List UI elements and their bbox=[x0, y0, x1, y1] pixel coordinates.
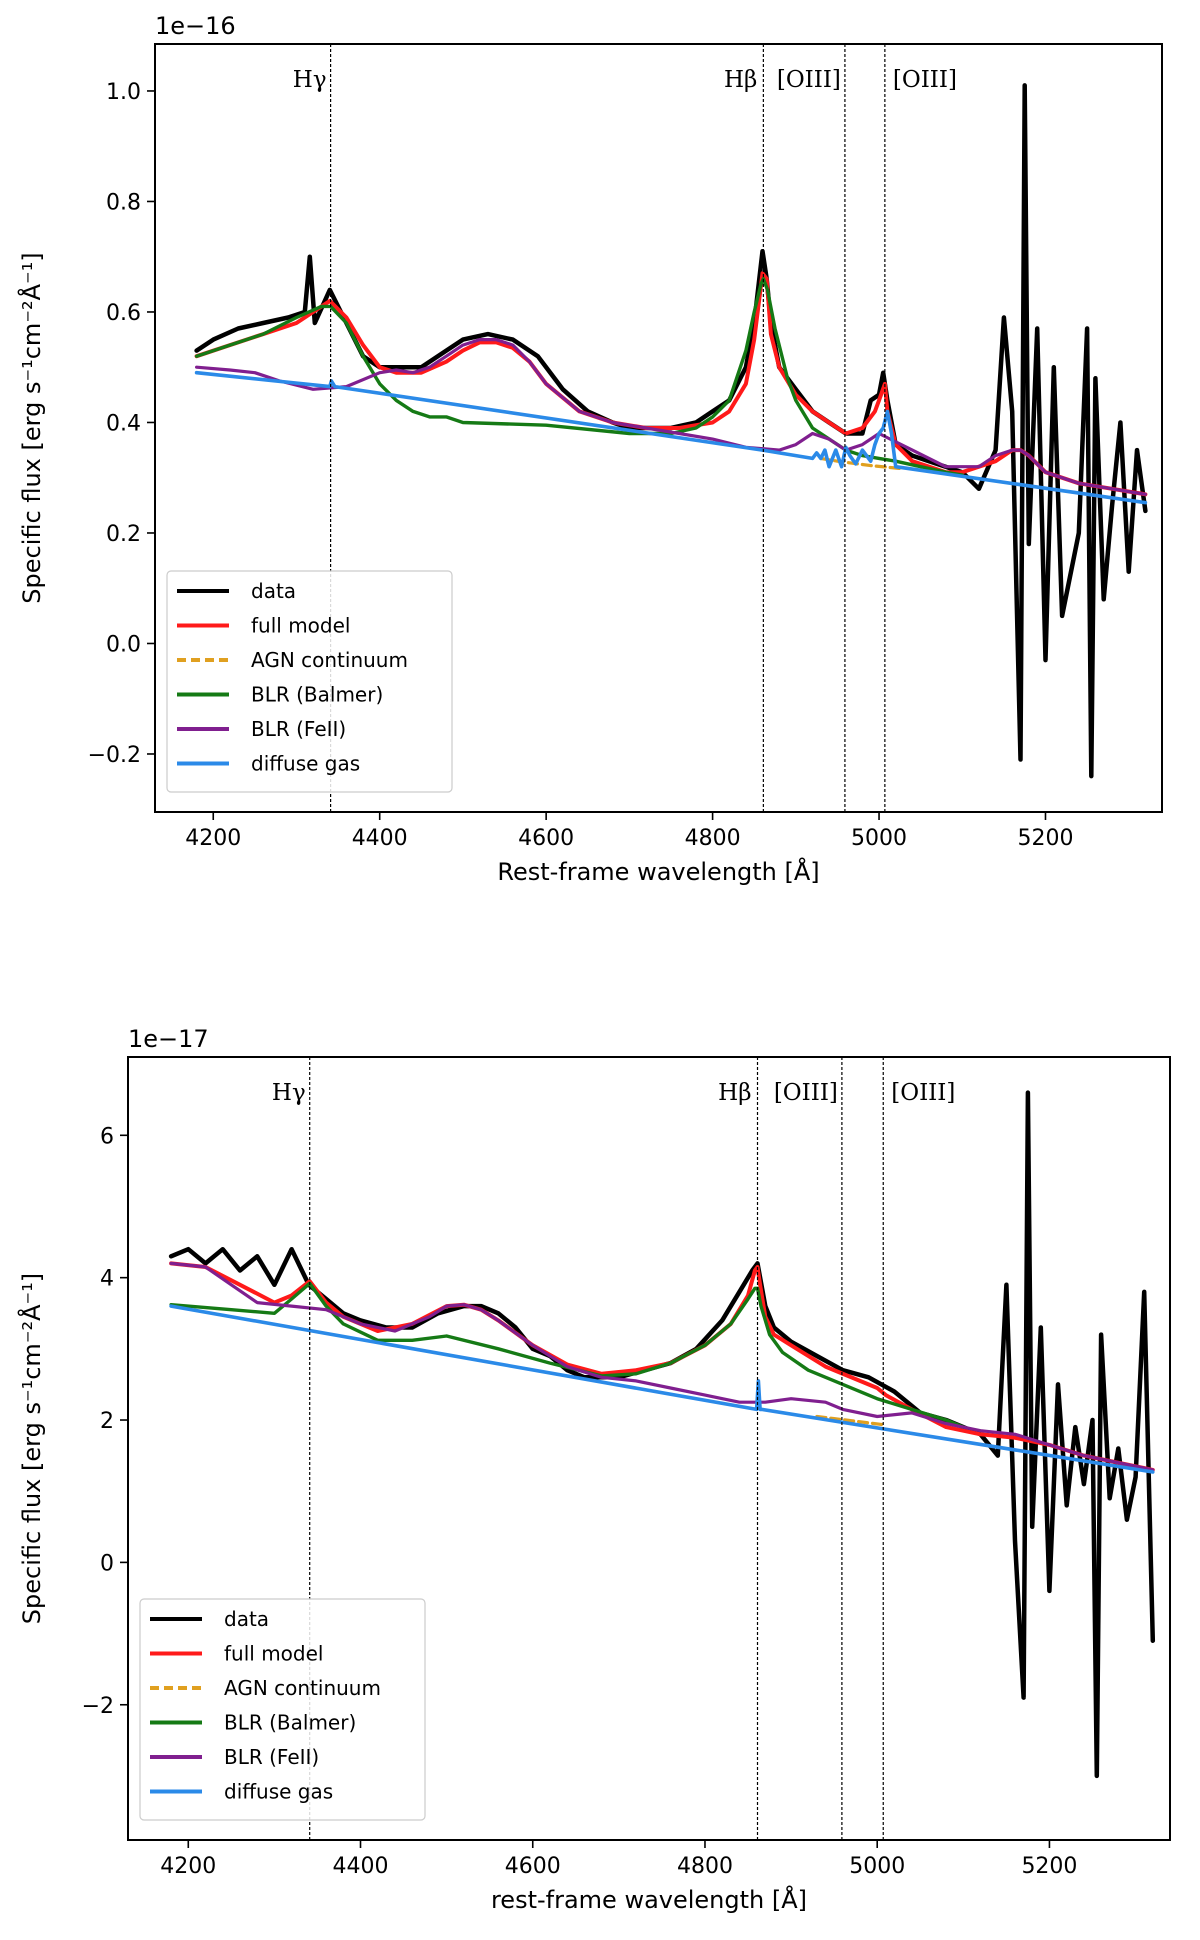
series-blr-feii- bbox=[195, 338, 1148, 496]
legend-label: data bbox=[224, 1607, 269, 1631]
legend-label: BLR (FeII) bbox=[224, 1745, 319, 1769]
legend-label: data bbox=[251, 579, 296, 603]
x-tick-label: 5000 bbox=[851, 826, 907, 851]
legend-label: full model bbox=[251, 614, 350, 638]
legend-label: diffuse gas bbox=[251, 752, 360, 776]
axis-offset-text: 1e−16 bbox=[155, 12, 236, 40]
emission-line-label: [OIII] bbox=[893, 67, 957, 93]
legend-label: BLR (Balmer) bbox=[224, 1711, 356, 1735]
emission-line-label: [OIII] bbox=[891, 1080, 955, 1106]
x-tick-label: 4200 bbox=[160, 1854, 216, 1879]
legend-box bbox=[166, 570, 453, 793]
legend-label: BLR (Balmer) bbox=[251, 683, 383, 707]
axis-offset-text: 1e−17 bbox=[128, 1025, 209, 1053]
emission-line-label: [OIII] bbox=[774, 1080, 838, 1106]
x-tick-label: 4200 bbox=[185, 826, 241, 851]
x-tick-label: 5200 bbox=[1017, 826, 1073, 851]
legend-label: diffuse gas bbox=[224, 1780, 333, 1804]
series-diffuse-gas bbox=[169, 1304, 1155, 1474]
x-tick-label: 4400 bbox=[333, 1854, 389, 1879]
y-tick-label: 0.0 bbox=[106, 632, 141, 657]
y-tick-label: 0 bbox=[100, 1551, 114, 1576]
series-agn-continuum bbox=[815, 1414, 888, 1427]
series-blr-balmer- bbox=[169, 1281, 965, 1429]
plot-frame bbox=[154, 43, 1163, 813]
legend: data full model AGN continuum BLR (Balmer) B… bbox=[139, 1598, 426, 1821]
legend-label: BLR (FeII) bbox=[251, 717, 346, 741]
y-tick-label: 0.8 bbox=[106, 190, 141, 215]
y-tick-label: 0.4 bbox=[106, 411, 141, 436]
series-group bbox=[194, 83, 1148, 779]
x-tick-label: 5200 bbox=[1021, 1854, 1077, 1879]
legend-label: AGN continuum bbox=[224, 1676, 381, 1700]
emission-line-label: Hβ bbox=[724, 67, 757, 93]
y-tick-label: 2 bbox=[100, 1409, 114, 1434]
x-tick-label: 5000 bbox=[849, 1854, 905, 1879]
x-tick-label: 4600 bbox=[518, 826, 574, 851]
legend-label: full model bbox=[224, 1642, 323, 1666]
y-tick-label: 0.2 bbox=[106, 522, 141, 547]
top-spectrum-panel: Hγ Hβ [OIII] [OIII] 4200 4400 4600 4800 5000 5200… bbox=[17, 12, 1163, 886]
x-tick-label: 4800 bbox=[677, 1854, 733, 1879]
bottom-spectrum-panel: Hγ Hβ [OIII] [OIII] 4200 4400 4600 4800 5000 5200… bbox=[17, 1025, 1171, 1914]
emission-line-label: Hγ bbox=[272, 1080, 306, 1106]
y-tick-label: 6 bbox=[100, 1124, 114, 1149]
x-axis-label: rest-frame wavelength [Å] bbox=[491, 1885, 807, 1914]
emission-line-label: Hγ bbox=[293, 67, 327, 93]
emission-line-label: [OIII] bbox=[777, 67, 841, 93]
y-tick-label: 1.0 bbox=[106, 80, 141, 105]
legend: data full model AGN continuum BLR (Balmer) B… bbox=[166, 570, 453, 793]
series-diffuse-gas bbox=[194, 370, 1148, 505]
y-tick-label: 0.6 bbox=[106, 301, 141, 326]
series-agn-continuum bbox=[819, 456, 906, 471]
y-tick-label: 4 bbox=[100, 1267, 114, 1292]
x-tick-label: 4800 bbox=[685, 826, 741, 851]
x-axis-label: Rest-frame wavelength [Å] bbox=[497, 857, 819, 886]
plot-frame bbox=[127, 1056, 1171, 1841]
legend-box bbox=[139, 1598, 426, 1821]
x-tick-label: 4600 bbox=[505, 1854, 561, 1879]
x-tick-label: 4400 bbox=[352, 826, 408, 851]
y-axis-label: Specific flux [erg s⁻¹cm⁻²Å⁻¹] bbox=[17, 252, 46, 603]
y-axis-label: Specific flux [erg s⁻¹cm⁻²Å⁻¹] bbox=[17, 1273, 46, 1624]
y-tick-label: −0.2 bbox=[88, 743, 141, 768]
y-tick-label: −2 bbox=[82, 1694, 114, 1719]
legend-label: AGN continuum bbox=[251, 648, 408, 672]
series-group bbox=[168, 1090, 1156, 1779]
emission-line-label: Hβ bbox=[718, 1080, 751, 1106]
series-blr-feii- bbox=[169, 1261, 1155, 1472]
